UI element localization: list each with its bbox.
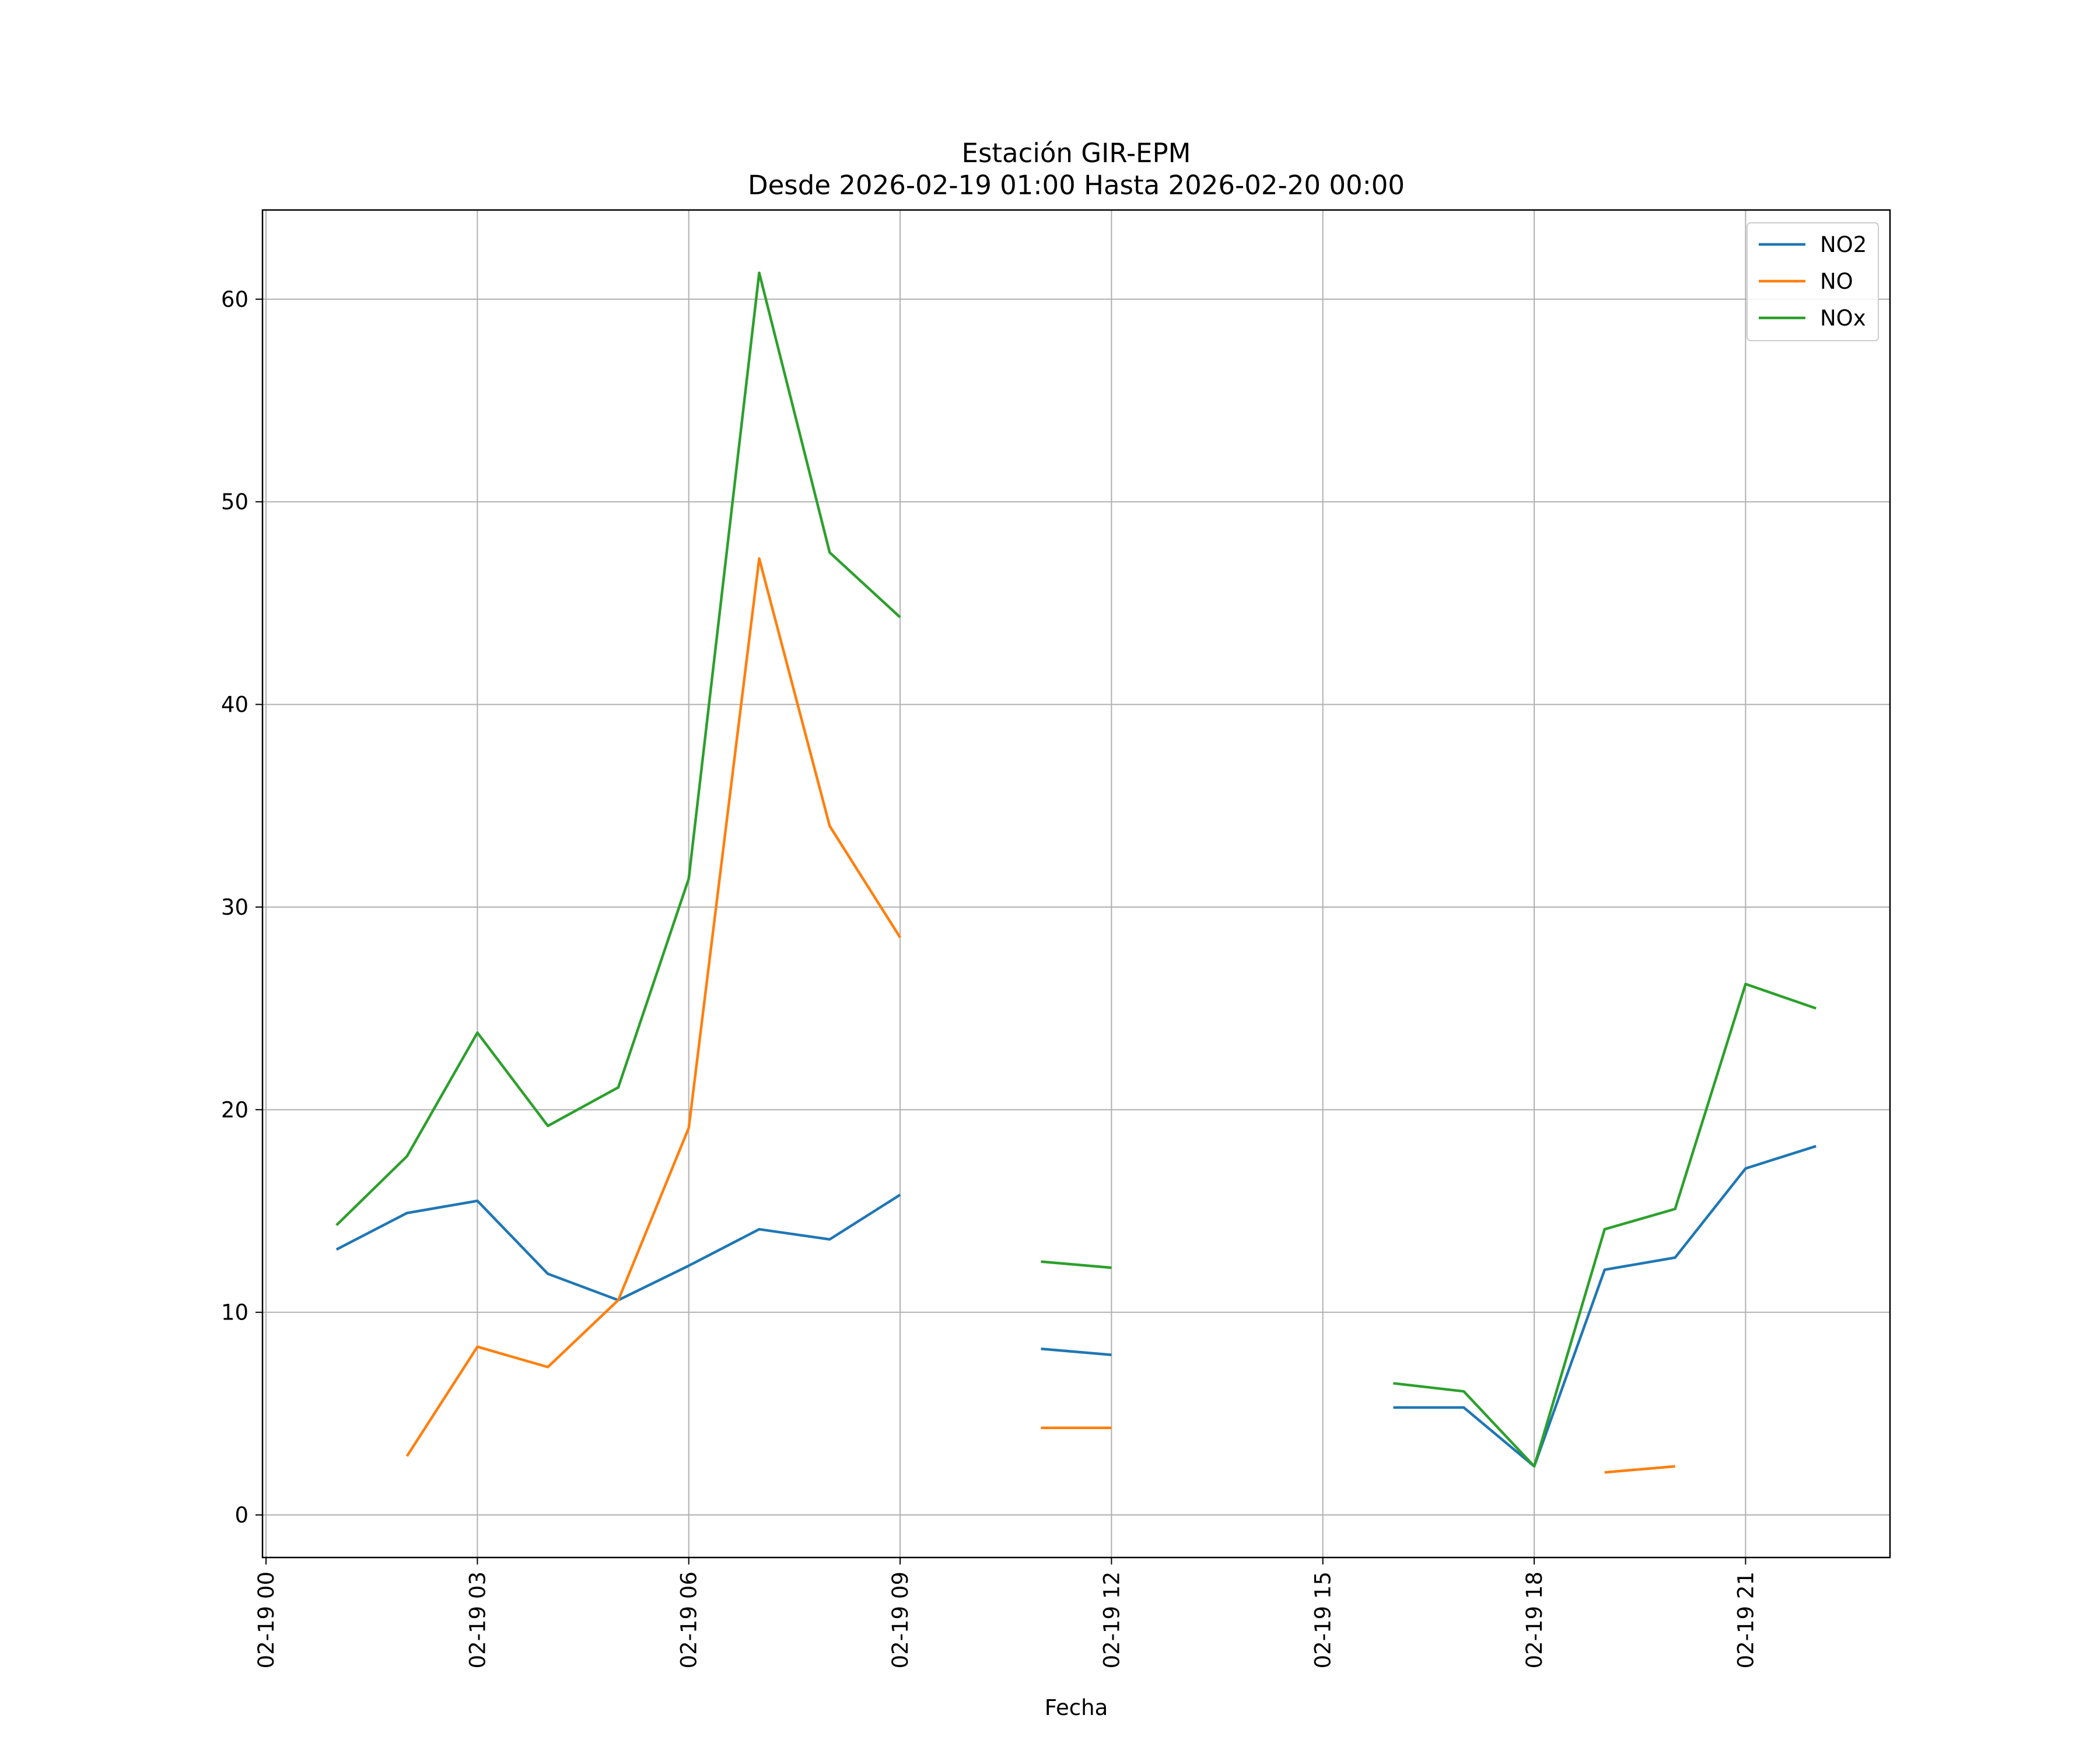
series-lines	[335, 271, 1817, 1474]
series-line-nox	[335, 271, 901, 1226]
series-nox	[335, 271, 1817, 1468]
legend-label-no: NO	[1820, 269, 1853, 294]
x-tick-label: 02-19 18	[1522, 1572, 1547, 1668]
x-tick-label: 02-19 03	[465, 1572, 490, 1668]
x-tick-label: 02-19 00	[254, 1572, 279, 1668]
y-tick-label: 0	[235, 1503, 249, 1528]
y-tick-label: 20	[221, 1097, 249, 1122]
ticks: 02-19 00 02-19 03 02-19 06 02-19 09 02-19 12…	[221, 287, 1758, 1669]
chart-title: Estación GIR-EPM	[962, 138, 1191, 169]
chart-subtitle: Desde 2026-02-19 01:00 Hasta 2026-02-20 …	[748, 170, 1405, 201]
series-line-nox	[1393, 982, 1817, 1468]
x-tick-label: 02-19 21	[1733, 1572, 1758, 1668]
legend-box	[1746, 222, 1879, 341]
x-tick-label: 02-19 09	[888, 1572, 913, 1668]
series-line-no	[1604, 1465, 1675, 1474]
plot-frame	[261, 209, 1891, 1559]
series-no	[405, 557, 1675, 1474]
series-line-no2	[1393, 1144, 1817, 1468]
y-tick-label: 60	[221, 287, 249, 312]
y-tick-label: 40	[221, 692, 249, 718]
x-tick-label: 02-19 06	[677, 1572, 702, 1668]
series-line-no2	[1041, 1347, 1112, 1356]
y-tick-label: 10	[221, 1300, 249, 1325]
x-tick-label: 02-19 12	[1099, 1572, 1124, 1668]
x-axis-label: Fecha	[1045, 1695, 1108, 1720]
legend-label-no2: NO2	[1820, 232, 1867, 257]
series-line-nox	[1041, 1260, 1112, 1269]
grid	[262, 210, 1890, 1558]
legend: NO2 NO NOx	[1746, 222, 1879, 341]
series-line-no	[405, 557, 902, 1457]
y-tick-label: 50	[221, 489, 249, 514]
x-tick-label: 02-19 15	[1311, 1572, 1336, 1668]
y-tick-label: 30	[221, 895, 249, 920]
legend-label-nox: NOx	[1820, 306, 1866, 331]
